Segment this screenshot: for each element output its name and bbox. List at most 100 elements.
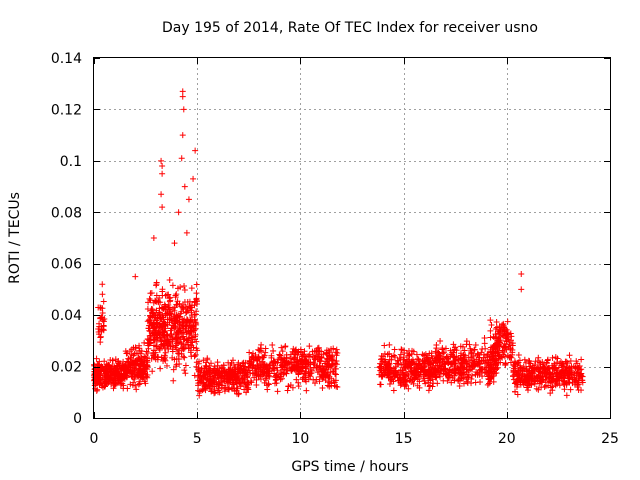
data-point: [332, 365, 339, 372]
data-point: [218, 379, 225, 386]
data-point: [231, 364, 238, 371]
data-point: [164, 291, 171, 298]
data-point: [553, 365, 560, 372]
data-point: [572, 377, 579, 384]
chart-title: Day 195 of 2014, Rate Of TEC Index for r…: [162, 20, 538, 36]
data-point: [308, 369, 315, 376]
data-point: [458, 370, 465, 377]
data-point: [504, 331, 511, 338]
data-point: [185, 196, 192, 203]
data-point: [540, 363, 547, 370]
data-point: [326, 383, 333, 390]
data-point: [203, 368, 210, 375]
data-point: [313, 347, 320, 354]
data-point: [156, 305, 163, 312]
data-point: [272, 373, 279, 380]
data-point: [174, 285, 181, 292]
data-point: [330, 377, 337, 384]
y-tick-label: 0.12: [51, 102, 82, 118]
data-point: [179, 316, 186, 323]
data-point: [376, 364, 383, 371]
data-point: [112, 381, 119, 388]
data-point: [259, 358, 266, 365]
data-point: [173, 291, 180, 298]
data-point: [578, 356, 585, 363]
data-point: [181, 286, 188, 293]
data-point: [484, 381, 491, 388]
data-point: [151, 323, 158, 330]
data-point: [161, 322, 168, 329]
data-point: [562, 367, 569, 374]
data-point: [409, 369, 416, 376]
data-point: [507, 330, 514, 337]
data-point: [319, 384, 326, 391]
data-point: [186, 303, 193, 310]
data-point: [190, 344, 197, 351]
data-point: [272, 380, 279, 387]
data-point: [138, 363, 145, 370]
data-point: [101, 382, 108, 389]
data-point: [472, 341, 479, 348]
data-point: [526, 358, 533, 365]
data-point: [395, 360, 402, 367]
data-point: [432, 367, 439, 374]
data-point: [236, 379, 243, 386]
data-point: [292, 351, 299, 358]
data-point: [433, 374, 440, 381]
data-point: [246, 349, 253, 356]
data-point: [378, 353, 385, 360]
data-point: [437, 337, 444, 344]
data-point: [153, 279, 160, 286]
data-point: [571, 370, 578, 377]
data-point: [213, 367, 220, 374]
data-point: [221, 388, 228, 395]
data-point: [528, 381, 535, 388]
data-point: [193, 311, 200, 318]
data-point: [188, 334, 195, 341]
data-point: [424, 354, 431, 361]
data-point: [95, 326, 102, 333]
data-point: [446, 369, 453, 376]
data-point: [151, 342, 158, 349]
data-point: [274, 367, 281, 374]
data-point: [503, 326, 510, 333]
data-point: [566, 352, 573, 359]
data-point: [325, 374, 332, 381]
data-point: [560, 380, 567, 387]
data-point: [278, 344, 285, 351]
data-point: [487, 334, 494, 341]
data-point: [206, 384, 213, 391]
data-point: [209, 374, 216, 381]
data-point: [175, 209, 182, 216]
data-point: [540, 376, 547, 383]
data-point: [474, 351, 481, 358]
data-point: [473, 368, 480, 375]
data-point: [173, 361, 180, 368]
data-point: [432, 357, 439, 364]
data-point: [145, 340, 152, 347]
data-point: [492, 345, 499, 352]
data-point: [150, 235, 157, 241]
data-point: [174, 319, 181, 326]
data-point: [493, 319, 500, 326]
data-point: [330, 345, 337, 352]
data-point: [120, 382, 127, 389]
data-point: [219, 365, 226, 372]
data-point: [214, 359, 221, 366]
data-point: [307, 366, 314, 373]
data-point: [422, 380, 429, 387]
data-point: [312, 356, 319, 363]
data-point: [204, 356, 211, 363]
data-point: [193, 290, 200, 297]
data-point: [255, 346, 262, 353]
data-point: [495, 341, 502, 348]
data-point: [510, 362, 517, 369]
data-point: [523, 384, 530, 391]
data-point: [97, 339, 104, 346]
data-point: [517, 365, 524, 372]
data-point: [386, 341, 393, 348]
data-point: [295, 379, 302, 386]
data-point: [202, 387, 209, 394]
y-tick-label: 0.08: [51, 205, 82, 221]
data-point: [179, 88, 186, 95]
